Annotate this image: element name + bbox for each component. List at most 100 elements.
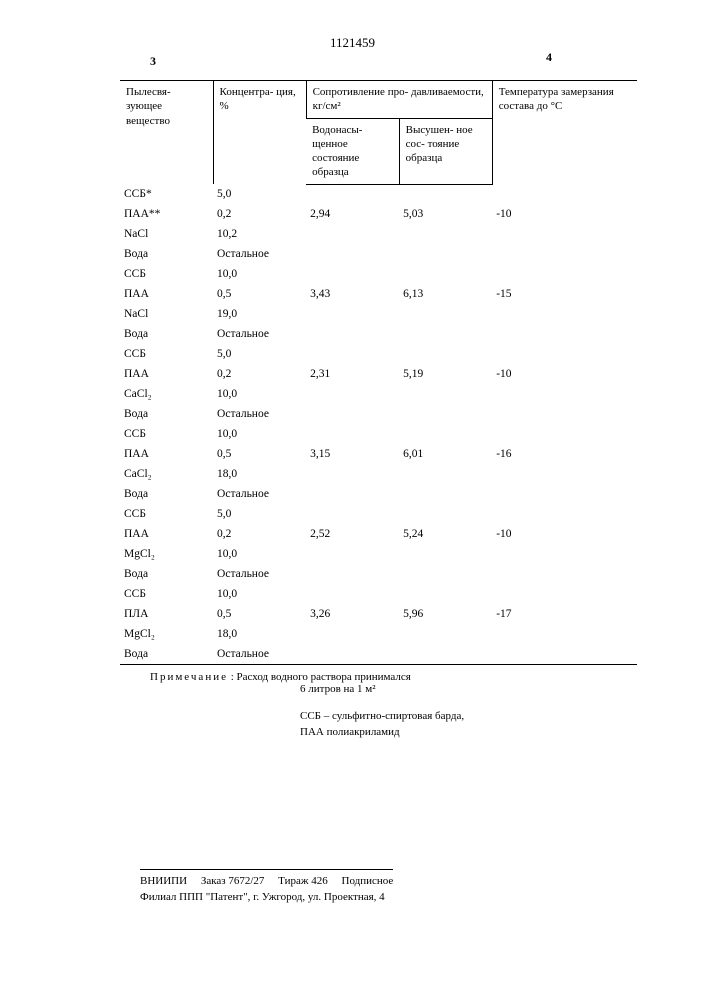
- cell-dry: [399, 344, 492, 364]
- cell-dry: [399, 264, 492, 284]
- cell-concentration: 19,0: [213, 304, 306, 324]
- cell-temp: [492, 264, 637, 284]
- table-row: ПАА0,53,436,13-15: [120, 284, 637, 304]
- cell-substance: Вода: [120, 324, 213, 344]
- cell-wet: [306, 384, 399, 404]
- cell-wet: [306, 224, 399, 244]
- cell-wet: [306, 624, 399, 644]
- cell-substance: NaCl: [120, 304, 213, 324]
- col-concentration: Концентра- ция, %: [213, 81, 306, 185]
- cell-dry: 6,13: [399, 284, 492, 304]
- cell-wet: 2,31: [306, 364, 399, 384]
- cell-dry: [399, 424, 492, 444]
- imprint-subscription: Подписное: [342, 875, 394, 887]
- cell-concentration: Остальное: [213, 484, 306, 504]
- cell-temp: [492, 184, 637, 204]
- table-row: ВодаОстальное: [120, 484, 637, 504]
- table-row: ВодаОстальное: [120, 324, 637, 344]
- cell-concentration: 10,0: [213, 584, 306, 604]
- cell-substance: ССБ: [120, 264, 213, 284]
- cell-dry: [399, 224, 492, 244]
- cell-dry: 6,01: [399, 444, 492, 464]
- page-number-right: 4: [546, 50, 552, 65]
- cell-substance: ССБ: [120, 424, 213, 444]
- cell-concentration: 0,5: [213, 444, 306, 464]
- table-row: ВодаОстальное: [120, 644, 637, 665]
- cell-substance: ПАА: [120, 284, 213, 304]
- cell-concentration: Остальное: [213, 564, 306, 584]
- cell-temp: -15: [492, 284, 637, 304]
- cell-temp: [492, 424, 637, 444]
- cell-concentration: Остальное: [213, 324, 306, 344]
- cell-wet: [306, 344, 399, 364]
- document-number: 1121459: [330, 35, 375, 51]
- cell-temp: -10: [492, 524, 637, 544]
- cell-substance: Вода: [120, 244, 213, 264]
- cell-temp: [492, 464, 637, 484]
- col-wet-sample: Водонасы- щенное состояние образца: [306, 118, 399, 184]
- cell-concentration: 10,0: [213, 544, 306, 564]
- cell-dry: [399, 624, 492, 644]
- col-substance: Пылесвя- зующее вещество: [120, 81, 213, 185]
- cell-substance: ССБ: [120, 504, 213, 524]
- cell-wet: [306, 544, 399, 564]
- table-row: ССБ10,0: [120, 264, 637, 284]
- cell-temp: [492, 404, 637, 424]
- col-freeze-temp: Температура замерзания состава до °C: [492, 81, 637, 185]
- cell-substance: Вода: [120, 484, 213, 504]
- cell-substance: CaCl₂: [120, 464, 213, 484]
- cell-concentration: 5,0: [213, 504, 306, 524]
- cell-substance: ПЛА: [120, 604, 213, 624]
- cell-substance: NaCl: [120, 224, 213, 244]
- cell-dry: [399, 644, 492, 665]
- cell-substance: ССБ*: [120, 184, 213, 204]
- cell-substance: ПАА: [120, 444, 213, 464]
- table-row: ВодаОстальное: [120, 244, 637, 264]
- cell-wet: [306, 184, 399, 204]
- table-body: ССБ*5,0ПАА**0,22,945,03-10NaCl10,2ВодаОс…: [120, 184, 637, 665]
- cell-dry: [399, 464, 492, 484]
- cell-concentration: 0,5: [213, 284, 306, 304]
- cell-temp: [492, 504, 637, 524]
- cell-wet: [306, 504, 399, 524]
- cell-wet: [306, 304, 399, 324]
- cell-temp: [492, 244, 637, 264]
- cell-temp: [492, 324, 637, 344]
- cell-temp: [492, 304, 637, 324]
- table-row: ПАА**0,22,945,03-10: [120, 204, 637, 224]
- abbrev-line-2: ПАА полиакриламид: [300, 725, 637, 740]
- cell-concentration: Остальное: [213, 244, 306, 264]
- cell-substance: MgCl₂: [120, 544, 213, 564]
- cell-temp: [492, 344, 637, 364]
- cell-substance: Вода: [120, 564, 213, 584]
- cell-temp: [492, 544, 637, 564]
- table-row: MgCl₂10,0: [120, 544, 637, 564]
- cell-dry: 5,03: [399, 204, 492, 224]
- cell-temp: [492, 484, 637, 504]
- cell-substance: ПАА: [120, 364, 213, 384]
- table-row: ССБ*5,0: [120, 184, 637, 204]
- table-row: CaCl₂10,0: [120, 384, 637, 404]
- cell-concentration: 18,0: [213, 624, 306, 644]
- cell-substance: ПАА**: [120, 204, 213, 224]
- cell-substance: CaCl₂: [120, 384, 213, 404]
- cell-concentration: 10,2: [213, 224, 306, 244]
- table-row: ПАА0,22,315,19-10: [120, 364, 637, 384]
- table-row: NaCl19,0: [120, 304, 637, 324]
- table-row: ССБ5,0: [120, 344, 637, 364]
- cell-dry: [399, 584, 492, 604]
- table-row: CaCl₂18,0: [120, 464, 637, 484]
- imprint-org: ВНИИПИ: [140, 875, 187, 887]
- cell-concentration: 0,2: [213, 364, 306, 384]
- cell-substance: Вода: [120, 644, 213, 665]
- cell-temp: -10: [492, 364, 637, 384]
- cell-dry: 5,24: [399, 524, 492, 544]
- table-row: NaCl10,2: [120, 224, 637, 244]
- cell-concentration: 0,2: [213, 524, 306, 544]
- cell-concentration: 10,0: [213, 384, 306, 404]
- cell-wet: [306, 244, 399, 264]
- cell-wet: 3,15: [306, 444, 399, 464]
- cell-dry: [399, 184, 492, 204]
- imprint-address: Филиал ППП "Патент", г. Ужгород, ул. Про…: [140, 890, 393, 905]
- cell-dry: [399, 244, 492, 264]
